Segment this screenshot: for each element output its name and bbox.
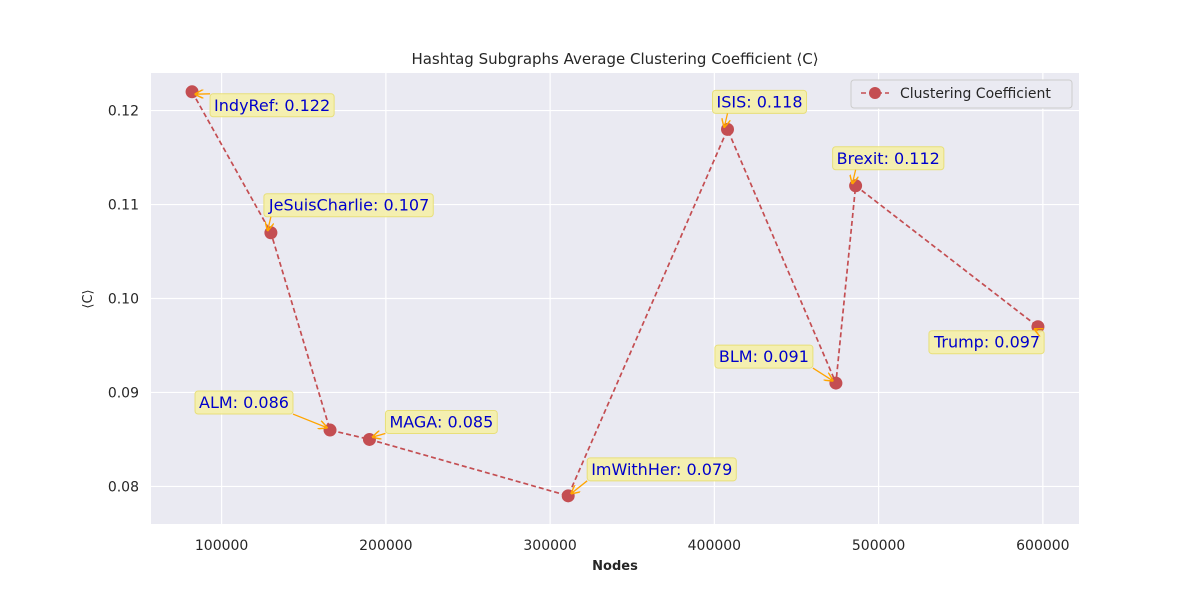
annotation-text: ALM: 0.086 (199, 393, 289, 412)
annotation-text: ImWithHer: 0.079 (591, 460, 732, 479)
annotation-arrow (852, 169, 855, 184)
x-tick-label: 400000 (688, 538, 741, 554)
data-point-brexit (849, 179, 863, 193)
annotation-indyref: IndyRef: 0.122 (195, 93, 335, 118)
annotation-text: BLM: 0.091 (719, 347, 809, 366)
annotation-text: IndyRef: 0.122 (214, 96, 330, 115)
annotation-box (928, 330, 1045, 355)
annotation-blm: BLM: 0.091 (714, 344, 833, 381)
annotation-text: Trump: 0.097 (933, 333, 1040, 352)
annotation-alm: ALM: 0.086 (194, 390, 327, 428)
annotation-isis: ISIS: 0.118 (712, 89, 808, 127)
legend: Clustering Coefficient (850, 79, 1073, 109)
annotation-box (209, 93, 335, 118)
annotation-box (832, 146, 945, 171)
annotation-box (384, 409, 498, 434)
x-tick-label: 600000 (1016, 538, 1069, 554)
annotation-text: ISIS: 0.118 (717, 92, 803, 111)
annotation-box (263, 193, 434, 218)
annotation-arrow (724, 113, 727, 127)
annotation-arrow (571, 480, 588, 494)
annotation-box (586, 457, 737, 482)
annotation-box (194, 390, 294, 415)
legend-box (850, 79, 1073, 109)
annotation-trump: Trump: 0.097 (928, 329, 1045, 355)
y-tick-label: 0.09 (108, 385, 139, 401)
x-tick-label: 100000 (195, 538, 248, 554)
y-tick-label: 0.10 (108, 292, 139, 308)
data-point-indyref (185, 85, 199, 99)
annotation-arrow (812, 367, 833, 381)
annotation-box (712, 89, 808, 114)
x-tick-label: 300000 (523, 538, 576, 554)
y-tick-label: 0.11 (108, 198, 139, 214)
annotation-maga: MAGA: 0.085 (373, 409, 498, 437)
data-point-isis (721, 122, 735, 136)
x-tick-label: 200000 (359, 538, 412, 554)
annotations: IndyRef: 0.122 JeSuisCharlie: 0.107 ALM: 0… (194, 89, 1045, 494)
x-tick-label: 500000 (852, 538, 905, 554)
y-axis-label: ⟨C⟩ (81, 289, 96, 308)
annotation-arrow (373, 433, 386, 437)
legend-entry-label: Clustering Coefficient (900, 86, 1051, 102)
annotation-arrow (1035, 329, 1038, 331)
annotation-arrow (292, 413, 327, 428)
annotation-jesuischarlie: JeSuisCharlie: 0.107 (263, 193, 434, 231)
data-point-imwithher (561, 489, 575, 503)
annotation-box (714, 344, 814, 369)
annotation-text: JeSuisCharlie: 0.107 (268, 196, 429, 215)
legend-marker-swatch (869, 87, 881, 99)
y-tick-label: 0.12 (108, 104, 139, 120)
annotation-arrow (268, 216, 271, 231)
chart-title: Hashtag Subgraphs Average Clustering Coe… (411, 50, 818, 68)
annotation-text: Brexit: 0.112 (837, 149, 940, 168)
data-point-jesuischarlie (264, 226, 278, 240)
x-axis-label: Nodes (592, 559, 638, 574)
annotation-brexit: Brexit: 0.112 (832, 146, 945, 184)
annotation-imwithher: ImWithHer: 0.079 (571, 457, 737, 494)
axes: 100000 200000 300000 400000 500000 600000 0.08… (108, 104, 1070, 554)
data-point-maga (362, 432, 376, 446)
grid-lines (151, 73, 1079, 524)
y-tick-label: 0.08 (108, 479, 139, 495)
data-point-alm (323, 423, 337, 437)
annotation-text: MAGA: 0.085 (389, 412, 493, 431)
data-point-blm (829, 376, 843, 390)
